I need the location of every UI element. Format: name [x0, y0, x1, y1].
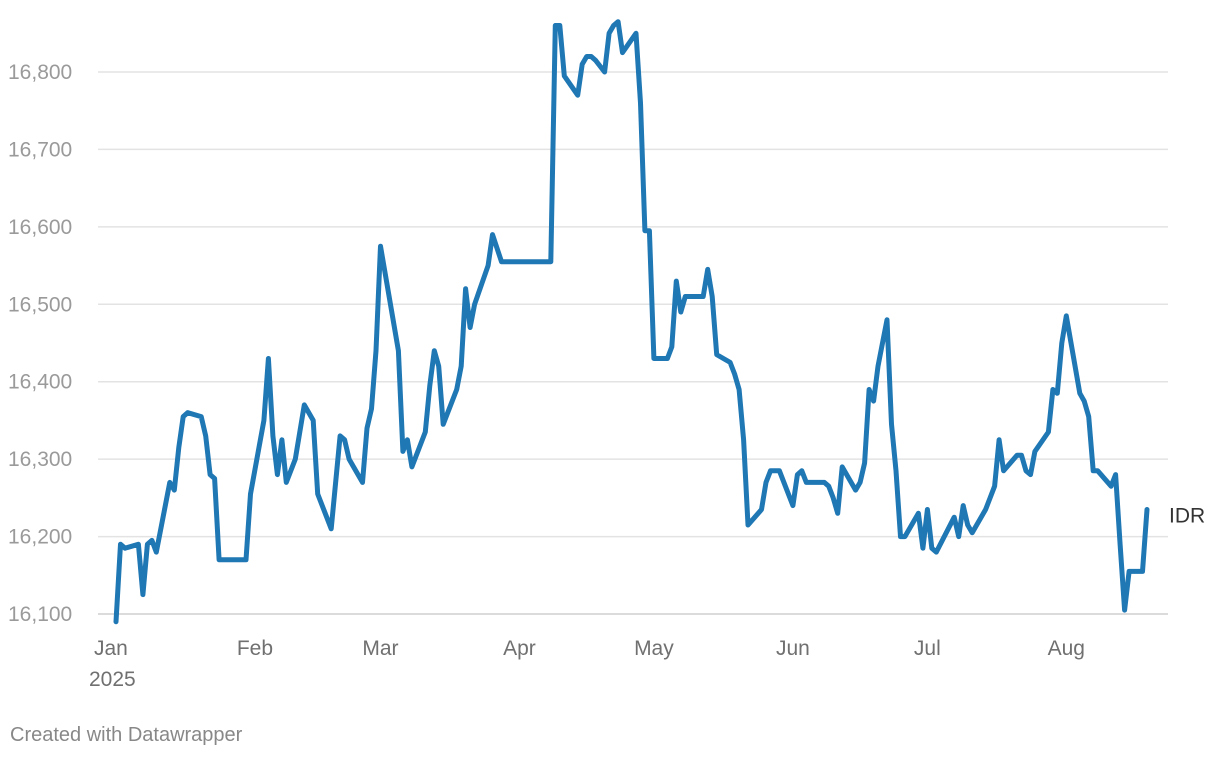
x-tick-label: Mar: [362, 637, 398, 660]
y-tick-label: 16,400: [8, 371, 72, 394]
x-tick-sublabel: 2025: [89, 668, 136, 691]
series-line-idr: [113, 19, 1150, 625]
series-layer: IDR: [113, 19, 1205, 625]
x-tick-label: May: [634, 637, 674, 660]
y-tick-label: 16,800: [8, 61, 72, 84]
x-tick-label: Jun: [776, 637, 810, 660]
y-axis-ticks: 16,100 16,200 16,300 16,400 16,500 16,600 16,7…: [8, 61, 72, 626]
gridlines: [98, 71, 1168, 615]
y-tick-label: 16,100: [8, 603, 72, 626]
y-tick-label: 16,500: [8, 293, 72, 316]
y-tick-label: 16,600: [8, 216, 72, 239]
y-tick-label: 16,300: [8, 448, 72, 471]
x-tick-label: Jul: [914, 637, 941, 660]
x-tick-label: Jan: [94, 637, 128, 660]
x-axis-ticks: Jan 2025 Feb Mar Apr May Jun Jul Aug: [89, 637, 1085, 691]
x-tick-label: Apr: [503, 637, 536, 660]
series-end-label: IDR: [1169, 505, 1205, 528]
y-tick-label: 16,200: [8, 526, 72, 549]
x-tick-label: Aug: [1048, 637, 1085, 660]
x-tick-label: Feb: [237, 637, 273, 660]
y-tick-label: 16,700: [8, 138, 72, 161]
credit-text: Created with Datawrapper: [10, 724, 243, 746]
